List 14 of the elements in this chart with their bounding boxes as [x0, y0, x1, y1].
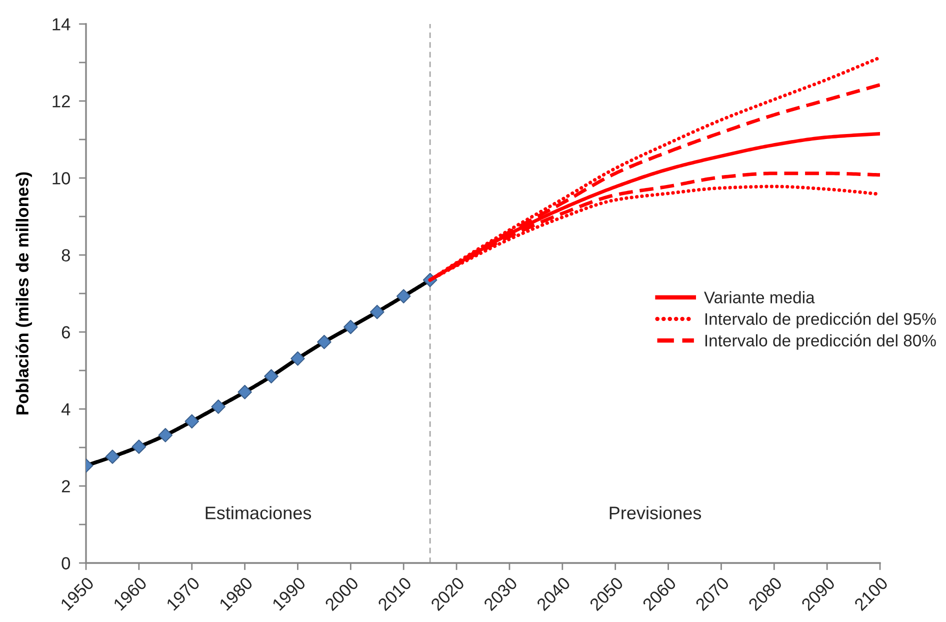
y-tick-label: 12 [52, 95, 70, 108]
annotation: Estimaciones [206, 506, 312, 520]
y-tick-label: 14 [52, 18, 70, 30]
legend-label: Intervalo de predicción del 95% [705, 312, 936, 328]
y-tick-label: 0 [62, 557, 70, 570]
annotation: Previsiones [610, 506, 702, 520]
y-tick-label: 10 [52, 172, 70, 184]
y-tick-label: 6 [62, 326, 70, 338]
legend-label: Variante media [704, 291, 815, 304]
y-axis-title: Población (miles de millones) [16, 172, 32, 414]
y-tick-label: 4 [61, 403, 70, 416]
y-tick-label: 2 [62, 480, 70, 492]
legend-label: Intervalo de predicción del 80% [705, 334, 936, 350]
y-tick-label: 8 [62, 249, 70, 262]
